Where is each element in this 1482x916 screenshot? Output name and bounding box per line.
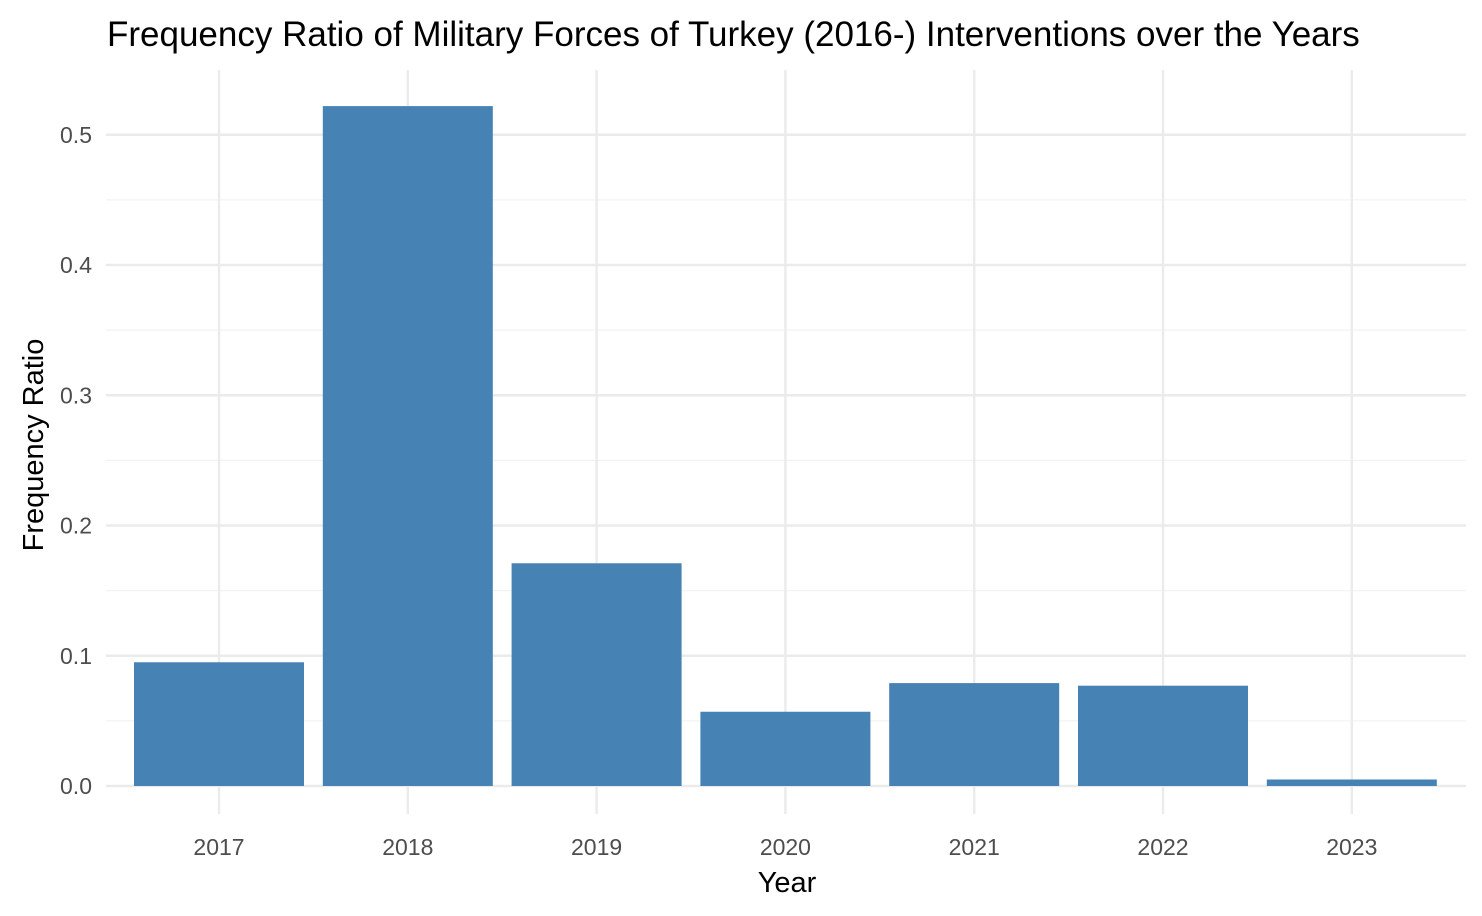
bar-2019 xyxy=(511,563,682,786)
y-tick-labels: 0.0 0.1 0.2 0.3 0.4 0.5 xyxy=(60,122,92,799)
bar-2023 xyxy=(1266,779,1437,786)
y-tick-label: 0.2 xyxy=(60,513,92,539)
grid-lines xyxy=(106,70,1466,814)
y-tick-label: 0.1 xyxy=(60,643,92,669)
bar-2021 xyxy=(889,683,1060,786)
x-tick-labels: 2017 2018 2019 2020 2021 2022 2023 xyxy=(193,834,1377,860)
y-tick-label: 0.3 xyxy=(60,382,92,408)
x-tick-label: 2022 xyxy=(1137,834,1188,860)
bar-2017 xyxy=(134,662,304,786)
x-tick-label: 2020 xyxy=(760,834,811,860)
x-tick-label: 2023 xyxy=(1326,834,1377,860)
bar-2018 xyxy=(322,106,493,787)
chart-title: Frequency Ratio of Military Forces of Tu… xyxy=(107,15,1360,54)
y-axis-title: Frequency Ratio xyxy=(18,339,50,552)
x-tick-label: 2017 xyxy=(193,834,244,860)
y-tick-label: 0.4 xyxy=(60,252,92,278)
bar-2022 xyxy=(1078,685,1248,786)
y-tick-label: 0.5 xyxy=(60,122,92,148)
x-tick-label: 2021 xyxy=(949,834,1000,860)
bars xyxy=(134,106,1437,787)
x-axis-title: Year xyxy=(758,867,817,899)
x-tick-label: 2019 xyxy=(571,834,622,860)
bar-2020 xyxy=(700,711,871,786)
y-tick-label: 0.0 xyxy=(60,773,92,799)
x-tick-label: 2018 xyxy=(382,834,433,860)
